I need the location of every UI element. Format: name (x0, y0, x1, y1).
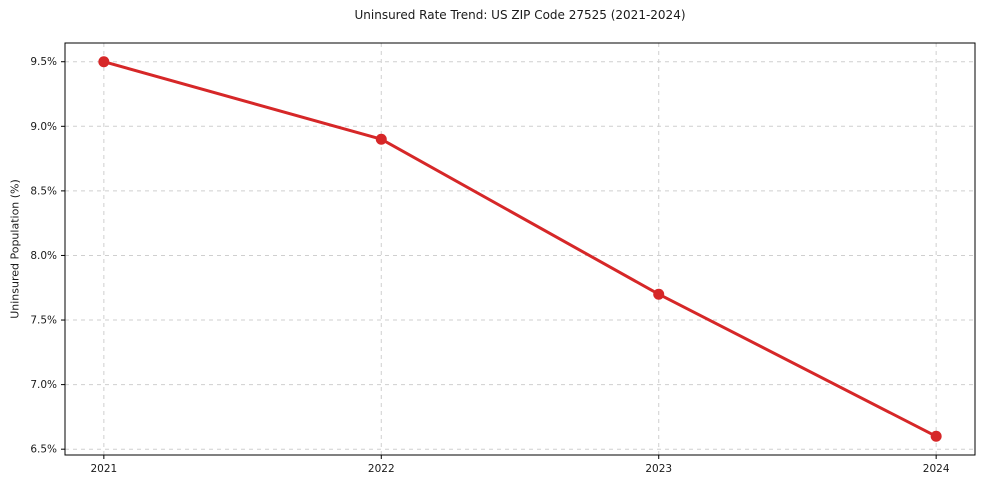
y-tick-label: 9.5% (30, 56, 57, 68)
chart-title: Uninsured Rate Trend: US ZIP Code 27525 … (354, 8, 686, 22)
y-tick-label: 9.0% (30, 121, 57, 133)
data-point-2021 (98, 56, 110, 68)
trend-line (102, 60, 938, 438)
plot-border (64, 42, 976, 456)
data-point-2022 (375, 133, 387, 145)
y-tick-label: 6.5% (30, 444, 57, 456)
y-tick-label: 7.0% (30, 379, 57, 391)
x-tick-label: 2023 (645, 463, 672, 475)
data-point-2023 (653, 288, 665, 300)
y-tick-label: 8.5% (30, 185, 57, 197)
x-tick-label: 2024 (923, 463, 950, 475)
x-tick-label: 2022 (368, 463, 395, 475)
y-tick-label: 7.5% (30, 315, 57, 327)
x-tick-label: 2021 (90, 463, 117, 475)
y-tick-label: 8.0% (30, 250, 57, 262)
data-point-2024 (930, 430, 942, 442)
